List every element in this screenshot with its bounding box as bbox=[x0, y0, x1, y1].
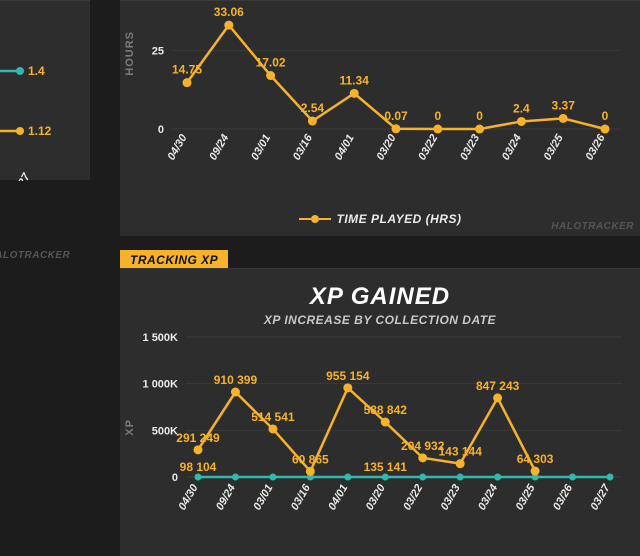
xp-subtitle: XP INCREASE BY COLLECTION DATE bbox=[120, 311, 640, 327]
svg-text:11.34: 11.34 bbox=[340, 73, 370, 87]
svg-text:0: 0 bbox=[172, 472, 178, 484]
svg-text:0: 0 bbox=[476, 109, 483, 123]
svg-text:291 249: 291 249 bbox=[176, 431, 220, 445]
svg-text:03/25: 03/25 bbox=[514, 482, 539, 513]
svg-text:14.75: 14.75 bbox=[172, 63, 202, 77]
svg-text:03/01: 03/01 bbox=[251, 483, 275, 513]
svg-text:3.37: 3.37 bbox=[552, 98, 576, 112]
svg-text:33.06: 33.06 bbox=[214, 5, 244, 19]
svg-text:03/20: 03/20 bbox=[364, 482, 389, 513]
svg-text:03/27: 03/27 bbox=[8, 171, 33, 181]
svg-text:04/01: 04/01 bbox=[333, 133, 357, 163]
xp-gained-chart: 0 500K 1 000K 1 500K 291 249 910 399 514 541 60… bbox=[120, 327, 640, 551]
svg-text:588 842: 588 842 bbox=[364, 403, 408, 417]
svg-text:514 541: 514 541 bbox=[251, 410, 295, 424]
svg-text:60 865: 60 865 bbox=[292, 452, 329, 466]
left-fragment-chart: 1.41.12/2603/27 bbox=[0, 1, 90, 181]
svg-text:1.12: 1.12 bbox=[28, 124, 52, 138]
svg-text:03/26: 03/26 bbox=[583, 132, 608, 163]
svg-text:03/24: 03/24 bbox=[500, 133, 524, 163]
svg-text:0: 0 bbox=[434, 109, 441, 123]
left-fragment-panel: 1.41.12/2603/27 bbox=[0, 0, 90, 180]
xp-title: XP GAINED bbox=[120, 269, 640, 311]
svg-text:03/23: 03/23 bbox=[439, 483, 463, 513]
svg-text:04/01: 04/01 bbox=[326, 483, 350, 513]
svg-text:03/16: 03/16 bbox=[289, 482, 314, 513]
svg-text:03/16: 03/16 bbox=[291, 132, 316, 163]
svg-text:2.54: 2.54 bbox=[301, 101, 325, 115]
svg-text:03/01: 03/01 bbox=[249, 133, 273, 163]
svg-text:25: 25 bbox=[152, 45, 164, 57]
svg-text:03/20: 03/20 bbox=[374, 132, 399, 163]
xp-gained-panel: XP GAINED XP INCREASE BY COLLECTION DATE… bbox=[120, 268, 640, 556]
xp-axis-label: XP bbox=[124, 419, 136, 436]
svg-text:1.4: 1.4 bbox=[28, 64, 45, 78]
svg-text:03/22: 03/22 bbox=[416, 133, 440, 163]
svg-text:847 243: 847 243 bbox=[476, 379, 520, 393]
svg-text:135 141: 135 141 bbox=[364, 460, 408, 474]
svg-text:17.02: 17.02 bbox=[256, 56, 286, 70]
svg-text:04/30: 04/30 bbox=[176, 482, 201, 513]
svg-text:0.07: 0.07 bbox=[384, 109, 408, 123]
time-played-chart: 0 25 14.75 33.06 17.02 2.54 11.34 0.07 0 0 2.4 3.37… bbox=[120, 1, 640, 201]
svg-text:03/27: 03/27 bbox=[588, 482, 613, 513]
watermark-top: HALOTRACKER bbox=[551, 221, 634, 232]
svg-text:09/24: 09/24 bbox=[214, 483, 238, 513]
svg-text:04/30: 04/30 bbox=[165, 132, 190, 163]
legend-label: TIME PLAYED (HRS) bbox=[337, 212, 462, 226]
svg-text:1 000K: 1 000K bbox=[143, 379, 179, 391]
svg-text:143 144: 143 144 bbox=[438, 445, 482, 459]
svg-text:0: 0 bbox=[602, 109, 609, 123]
svg-text:03/22: 03/22 bbox=[401, 483, 425, 513]
svg-text:1 500K: 1 500K bbox=[143, 332, 179, 344]
svg-text:910 399: 910 399 bbox=[214, 373, 258, 387]
svg-text:03/24: 03/24 bbox=[476, 483, 500, 513]
hours-axis-label: HOURS bbox=[124, 31, 136, 76]
time-played-panel: HOURS 0 25 14.75 33.06 17.02 2.54 11.34 0.07 0 0 2… bbox=[120, 0, 640, 236]
svg-text:03/23: 03/23 bbox=[458, 133, 482, 163]
svg-text:500K: 500K bbox=[152, 425, 178, 437]
svg-text:955 154: 955 154 bbox=[326, 369, 370, 383]
svg-text:03/25: 03/25 bbox=[542, 132, 567, 163]
svg-text:2.4: 2.4 bbox=[513, 101, 530, 115]
svg-text:03/26: 03/26 bbox=[551, 482, 576, 513]
watermark-left: IALOTRACKER bbox=[0, 250, 70, 261]
svg-text:0: 0 bbox=[158, 124, 164, 136]
svg-text:64 303: 64 303 bbox=[517, 452, 554, 466]
svg-text:98 104: 98 104 bbox=[180, 460, 217, 474]
legend-marker-icon bbox=[299, 215, 331, 223]
svg-text:09/24: 09/24 bbox=[207, 133, 231, 163]
tracking-xp-tag: TRACKING XP bbox=[120, 250, 228, 270]
